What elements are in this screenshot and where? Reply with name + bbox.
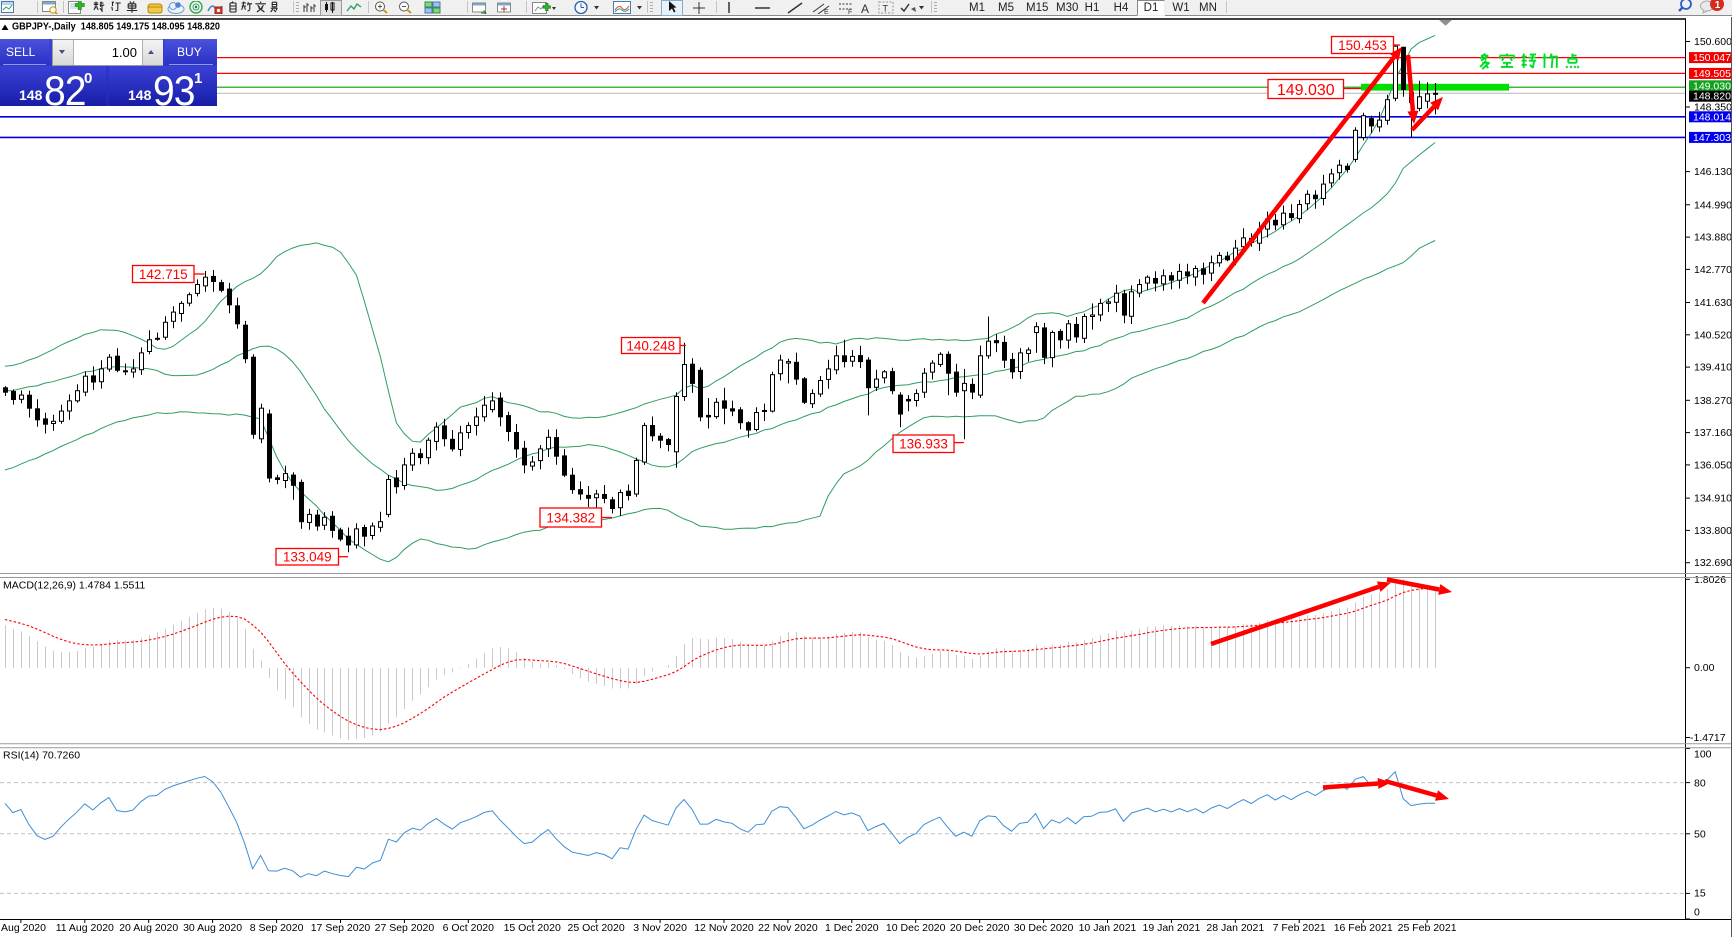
svg-text:140.520: 140.520 — [1694, 329, 1732, 341]
svg-text:1 Dec 2020: 1 Dec 2020 — [825, 922, 879, 934]
svg-text:139.410: 139.410 — [1694, 362, 1732, 374]
svg-text:136.933: 136.933 — [899, 437, 948, 452]
svg-text:144.990: 144.990 — [1694, 199, 1732, 211]
svg-text:149.505: 149.505 — [1693, 68, 1731, 80]
svg-text:1.8026: 1.8026 — [1694, 574, 1726, 586]
svg-text:F: F — [848, 9, 852, 14]
svg-text:20 Aug 2020: 20 Aug 2020 — [119, 922, 178, 934]
svg-text:133.049: 133.049 — [283, 550, 332, 565]
svg-text:148.350: 148.350 — [1694, 102, 1732, 114]
svg-text:E: E — [824, 9, 829, 14]
svg-text:134.910: 134.910 — [1694, 493, 1732, 505]
svg-text:16 Feb 2021: 16 Feb 2021 — [1334, 922, 1393, 934]
svg-text:-1.4717: -1.4717 — [1690, 732, 1726, 744]
svg-text:25 Oct 2020: 25 Oct 2020 — [567, 922, 624, 934]
svg-text:148.014: 148.014 — [1693, 111, 1731, 123]
svg-text:RSI(14) 70.7260: RSI(14) 70.7260 — [3, 750, 80, 762]
svg-text:137.160: 137.160 — [1694, 427, 1732, 439]
svg-text:15 Oct 2020: 15 Oct 2020 — [504, 922, 561, 934]
svg-text:8 Sep 2020: 8 Sep 2020 — [250, 922, 304, 934]
svg-text:150.453: 150.453 — [1338, 38, 1387, 53]
svg-text:133.800: 133.800 — [1694, 525, 1732, 537]
svg-text:28 Jan 2021: 28 Jan 2021 — [1206, 922, 1264, 934]
svg-text:142.770: 142.770 — [1694, 264, 1732, 276]
svg-text:20 Dec 2020: 20 Dec 2020 — [950, 922, 1010, 934]
svg-text:22 Nov 2020: 22 Nov 2020 — [758, 922, 818, 934]
svg-text:17 Sep 2020: 17 Sep 2020 — [311, 922, 371, 934]
svg-text:134.382: 134.382 — [546, 510, 595, 525]
svg-text:30 Aug 2020: 30 Aug 2020 — [183, 922, 242, 934]
svg-text:1: 1 — [1715, 0, 1721, 11]
svg-text:10 Dec 2020: 10 Dec 2020 — [886, 922, 946, 934]
svg-text:150.047: 150.047 — [1693, 52, 1731, 64]
svg-text:138.270: 138.270 — [1694, 395, 1732, 407]
svg-text:140.248: 140.248 — [626, 338, 675, 353]
svg-text:7 Feb 2021: 7 Feb 2021 — [1273, 922, 1326, 934]
svg-text:0: 0 — [1694, 907, 1700, 919]
svg-text:146.130: 146.130 — [1694, 166, 1732, 178]
svg-text:149.030: 149.030 — [1693, 80, 1731, 92]
svg-text:50: 50 — [1694, 829, 1706, 841]
svg-text:6 Oct 2020: 6 Oct 2020 — [443, 922, 495, 934]
svg-text:MACD(12,26,9) 1.4784 1.5511: MACD(12,26,9) 1.4784 1.5511 — [3, 580, 145, 592]
svg-text:0.00: 0.00 — [1694, 662, 1715, 674]
svg-text:132.690: 132.690 — [1694, 557, 1732, 569]
svg-text:T: T — [883, 4, 889, 14]
svg-text:11 Aug 2020: 11 Aug 2020 — [56, 922, 114, 934]
svg-text:142.715: 142.715 — [139, 267, 188, 282]
svg-text:27 Sep 2020: 27 Sep 2020 — [375, 922, 435, 934]
svg-text:25 Feb 2021: 25 Feb 2021 — [1398, 922, 1457, 934]
svg-text:143.880: 143.880 — [1694, 232, 1732, 244]
svg-text:100: 100 — [1694, 749, 1712, 761]
svg-text:80: 80 — [1694, 778, 1706, 790]
svg-text:136.050: 136.050 — [1694, 459, 1732, 471]
svg-text:19 Jan 2021: 19 Jan 2021 — [1142, 922, 1200, 934]
svg-text:30 Dec 2020: 30 Dec 2020 — [1014, 922, 1074, 934]
svg-text:149.030: 149.030 — [1277, 82, 1335, 99]
svg-text:15: 15 — [1694, 888, 1706, 900]
svg-text:141.630: 141.630 — [1694, 297, 1732, 309]
svg-text:GBPJPY-,Daily 148.805 149.175: GBPJPY-,Daily 148.805 149.175 148.095 14… — [12, 21, 220, 33]
svg-text:148.820: 148.820 — [1693, 91, 1731, 103]
svg-text:Aug 2020: Aug 2020 — [1, 922, 46, 934]
svg-text:3 Nov 2020: 3 Nov 2020 — [633, 922, 687, 934]
svg-text:150.600: 150.600 — [1694, 36, 1732, 48]
svg-text:10 Jan 2021: 10 Jan 2021 — [1079, 922, 1137, 934]
svg-text:12 Nov 2020: 12 Nov 2020 — [694, 922, 754, 934]
svg-text:147.303: 147.303 — [1693, 132, 1731, 144]
